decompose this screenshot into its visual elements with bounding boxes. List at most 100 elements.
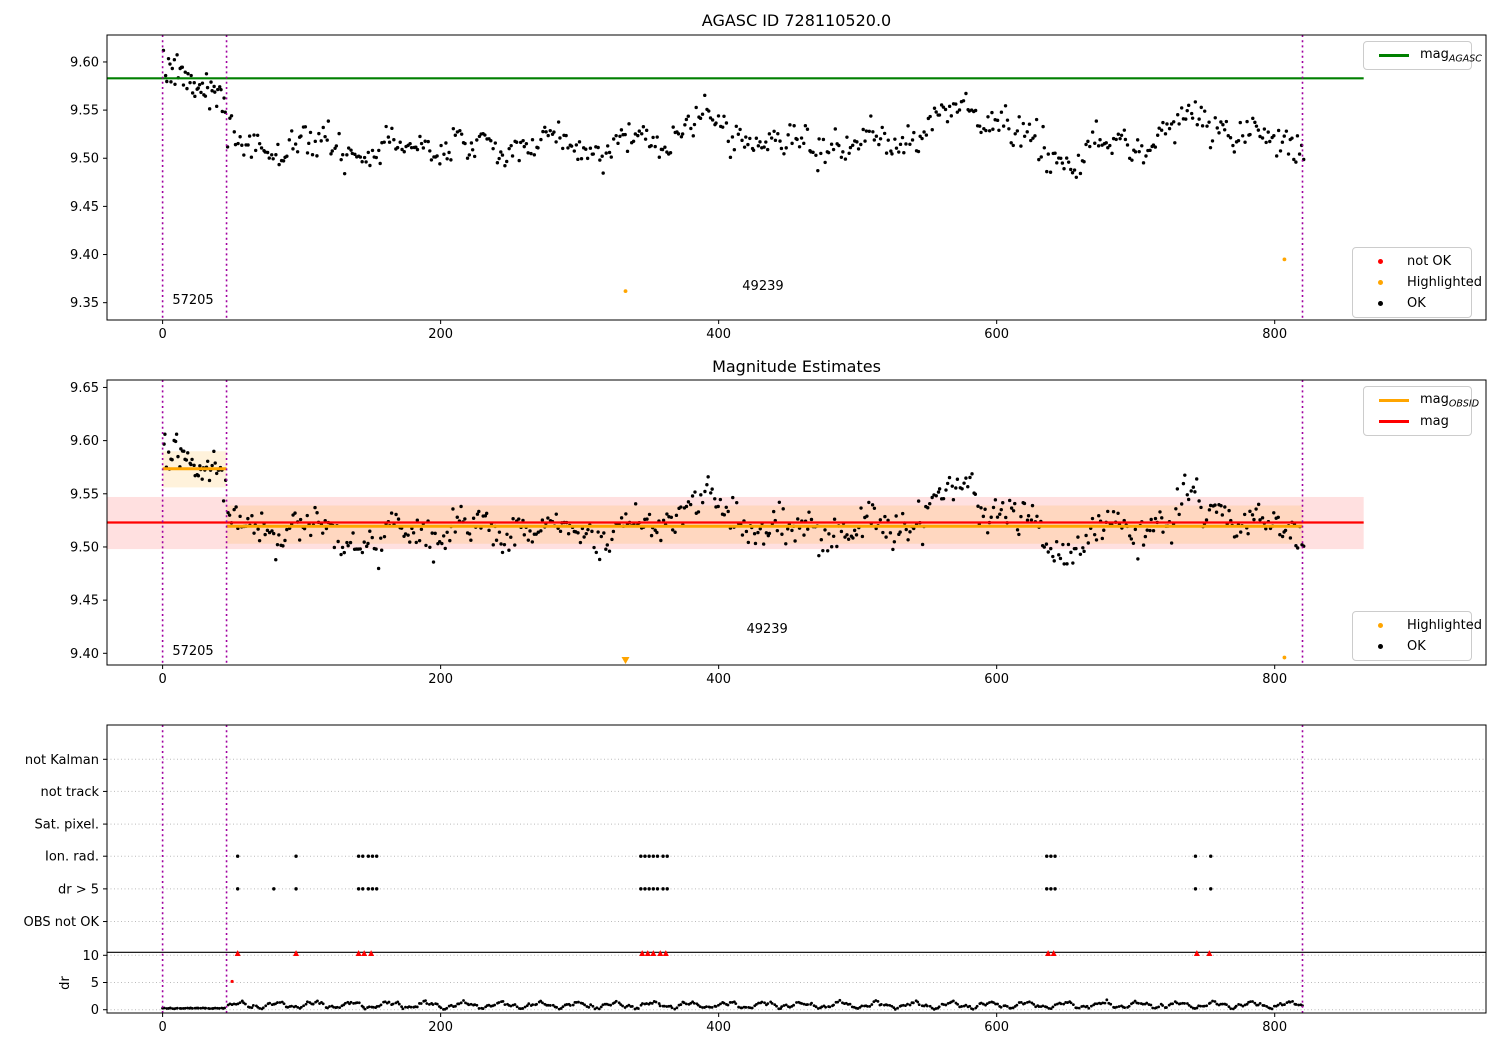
dr-point [464,1001,467,1005]
ok-point [596,145,600,150]
dr-point [757,1001,760,1005]
ok-point [502,542,507,547]
flag-dot [661,887,665,891]
ok-point [1076,535,1080,539]
ok-point [1127,534,1132,538]
ok-point [962,481,966,485]
ok-point [487,528,491,533]
ok-point [185,86,189,91]
ok-point [854,533,859,537]
ok-point [966,484,970,489]
dr-point [982,1002,985,1006]
highlighted-clipped-marker [621,657,630,664]
ok-point [1231,143,1235,148]
ok-point [579,157,584,161]
ok-point [246,516,250,521]
dr-point [513,1003,517,1006]
ok-point [920,542,925,547]
ok-point [546,516,550,520]
ok-point [758,140,762,144]
not-ok-dr-markers [230,950,1213,984]
y-tick-label: 9.55 [70,487,99,502]
ok-point [1295,546,1300,550]
ok-point [228,116,232,120]
dr-point [191,1006,194,1010]
ok-point [1252,517,1256,522]
ok-point [219,87,223,92]
ok-point [805,127,810,131]
ok-point [1195,123,1199,127]
ok-point [1184,117,1188,121]
ok-point [384,124,388,129]
ok-point [1264,527,1268,531]
dr-point [609,1003,613,1007]
ok-point [417,538,422,543]
ok-point [928,502,932,506]
dr-point [836,1000,840,1004]
dr-point [782,1004,786,1007]
legend-point-types-2: Highlighted OK [1352,611,1482,661]
ok-point [499,150,503,154]
ok-point [529,151,533,156]
ok-point [960,487,964,491]
ok-point [934,494,938,498]
dr-point [591,1004,595,1008]
dr-point [1199,1004,1203,1008]
ok-point [1193,100,1198,104]
dr-point [766,1002,770,1006]
ok-point [1137,149,1141,154]
ok-point [577,140,582,144]
flag-dot [661,854,665,858]
ok-point [979,506,983,510]
dr-point [186,1006,189,1010]
ok-point [170,457,174,462]
ok-point [1119,133,1124,137]
ok-point [726,509,730,514]
dr-point [770,1001,774,1005]
dr-point [650,1001,654,1005]
dr-point [952,999,955,1003]
ok-point [475,138,479,142]
dr-point [1109,1002,1113,1006]
flag-dot [639,887,643,891]
dr-point [515,1005,519,1009]
dr-point [305,1000,309,1004]
ok-point [438,162,442,166]
ok-point [625,149,630,154]
ok-point [1160,516,1164,520]
ok-point [916,499,921,503]
ok-point [272,531,276,536]
ok-point [1007,498,1012,503]
ok-point [443,546,447,551]
ok-point [276,142,280,147]
ok-point [694,105,698,110]
ok-point [541,129,545,134]
ok-point [1041,124,1045,129]
ok-point [689,126,693,131]
dr-point [996,1002,999,1006]
ok-point [1276,128,1281,133]
dr-point [728,1001,732,1004]
ok-point [447,150,451,155]
dr-point [670,1006,674,1010]
mag-agasc-line-swatch [1379,54,1409,57]
ok-point [700,500,705,505]
ok-point [594,550,598,555]
dr-point [992,1001,995,1004]
ok-point [528,529,532,533]
ok-point [877,142,881,147]
ok-point [751,148,756,152]
ok-point [684,117,689,122]
ok-point [1169,541,1174,545]
ok-point [829,545,834,549]
ok-point [590,529,594,534]
obsid-boundary-lines [161,725,1304,1013]
dr-point [196,1006,200,1010]
ok-point [1262,127,1267,131]
dr-point [1241,1004,1245,1008]
ok-point [287,138,292,142]
ok-point [339,552,343,557]
dr-point [383,1000,387,1004]
ok-point [949,114,954,118]
